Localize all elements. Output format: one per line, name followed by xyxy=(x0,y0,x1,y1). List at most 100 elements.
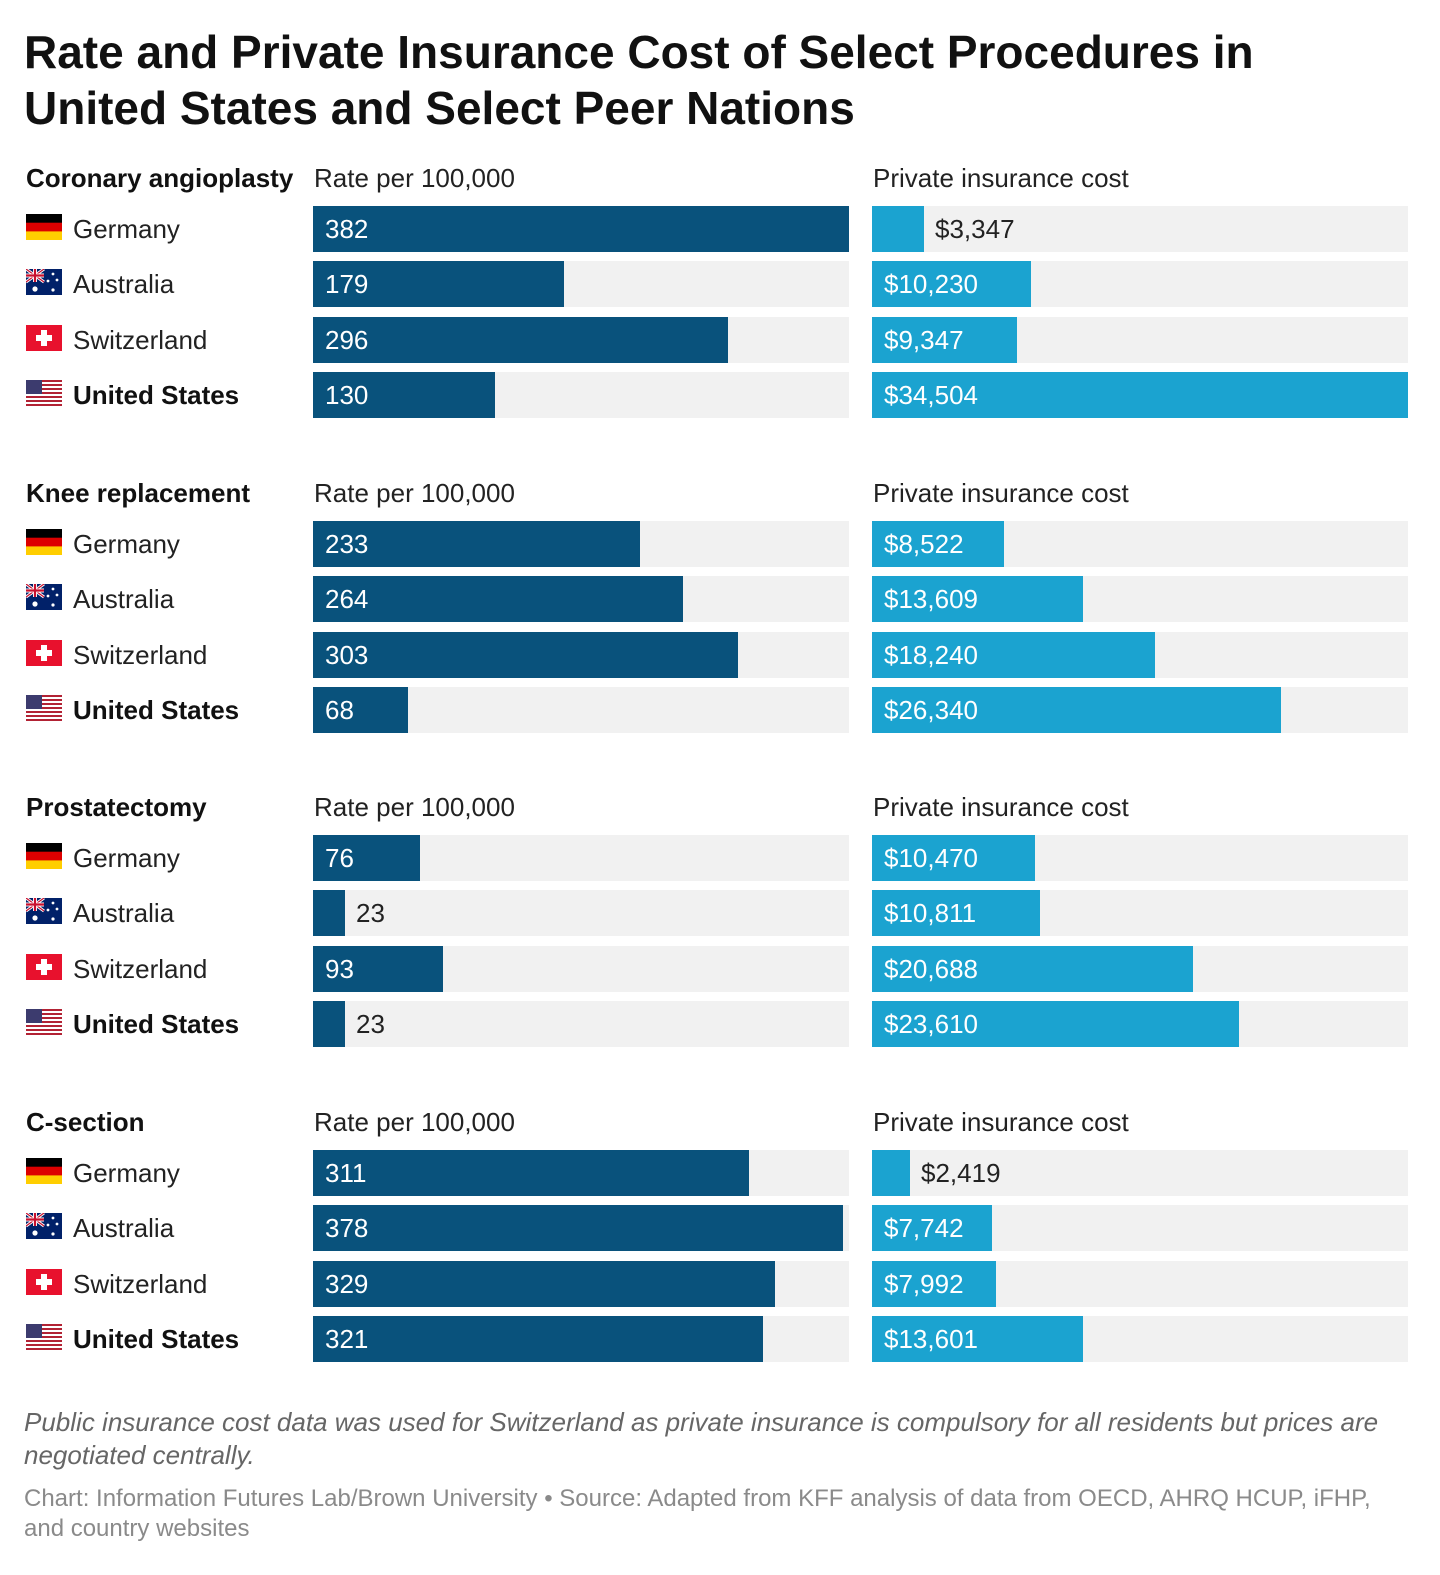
cost-bar xyxy=(872,576,1083,622)
switzerland-flag-icon xyxy=(26,954,62,980)
cost-value-label: $10,811 xyxy=(884,898,977,928)
cost-bar xyxy=(872,1001,1239,1047)
country-label: Australia xyxy=(73,584,175,614)
country-label: Australia xyxy=(73,898,175,928)
rate-value-label: 68 xyxy=(325,695,354,725)
cost-bar xyxy=(872,946,1193,992)
cost-column-header: Private insurance cost xyxy=(873,792,1129,822)
cost-bar xyxy=(872,632,1155,678)
rate-value-label: 233 xyxy=(325,529,369,559)
rate-value-label: 382 xyxy=(325,214,369,244)
rate-value-label: 329 xyxy=(325,1269,369,1299)
usa-flag-icon xyxy=(26,380,62,406)
rate-value-label: 311 xyxy=(325,1158,367,1188)
rate-column-header: Rate per 100,000 xyxy=(314,1107,515,1137)
country-label: Germany xyxy=(73,843,180,873)
country-label: Germany xyxy=(73,529,180,559)
cost-value-label: $10,230 xyxy=(884,269,978,299)
rate-bar xyxy=(313,576,683,622)
germany-flag-icon xyxy=(26,843,62,869)
rate-bar xyxy=(313,890,345,936)
cost-value-label: $18,240 xyxy=(884,640,978,670)
cost-value-label: $8,522 xyxy=(884,529,964,559)
country-label: Germany xyxy=(73,214,180,244)
cost-bar-track xyxy=(872,206,1408,252)
country-label: United States xyxy=(73,1324,240,1354)
country-label: Switzerland xyxy=(73,1269,208,1299)
germany-flag-icon xyxy=(26,529,62,555)
cost-bar-track xyxy=(872,1150,1408,1196)
rate-value-label: 130 xyxy=(325,380,369,410)
australia-flag-icon xyxy=(26,269,62,295)
section-title: C-section xyxy=(26,1107,145,1137)
section-title: Coronary angioplasty xyxy=(26,163,294,193)
australia-flag-icon xyxy=(26,584,62,610)
cost-value-label: $23,610 xyxy=(884,1009,978,1039)
germany-flag-icon xyxy=(26,214,62,240)
rate-value-label: 264 xyxy=(325,584,369,614)
cost-bar xyxy=(872,1316,1083,1362)
rate-bar xyxy=(313,372,495,418)
cost-value-label: $26,340 xyxy=(884,695,978,725)
country-label: Switzerland xyxy=(73,954,208,984)
cost-bar xyxy=(872,1205,992,1251)
rate-value-label: 378 xyxy=(325,1213,369,1243)
cost-value-label: $7,742 xyxy=(884,1213,964,1243)
rate-value-label: 93 xyxy=(325,954,354,984)
cost-bar xyxy=(872,521,1004,567)
switzerland-flag-icon xyxy=(26,640,62,666)
cost-bar xyxy=(872,835,1035,881)
source-credit: Chart: Information Futures Lab/Brown Uni… xyxy=(24,1485,1371,1542)
section-title: Knee replacement xyxy=(26,478,250,508)
rate-bar xyxy=(313,521,640,567)
australia-flag-icon xyxy=(26,898,62,924)
rate-value-label: 23 xyxy=(356,1009,385,1039)
rate-bar xyxy=(313,261,564,307)
cost-bar xyxy=(872,317,1017,363)
chart-title: Rate and Private Insurance Cost of Selec… xyxy=(24,26,1254,134)
cost-bar xyxy=(872,687,1281,733)
cost-bar xyxy=(872,206,924,252)
cost-column-header: Private insurance cost xyxy=(873,478,1129,508)
rate-bar xyxy=(313,946,443,992)
cost-value-label: $9,347 xyxy=(884,325,964,355)
rate-column-header: Rate per 100,000 xyxy=(314,792,515,822)
rate-column-header: Rate per 100,000 xyxy=(314,478,515,508)
cost-value-label: $3,347 xyxy=(935,214,1015,244)
rate-bar xyxy=(313,835,420,881)
cost-bar xyxy=(872,890,1040,936)
cost-value-label: $34,504 xyxy=(884,380,978,410)
cost-bar xyxy=(872,1261,996,1307)
cost-bar xyxy=(872,372,1408,418)
rate-bar xyxy=(313,206,849,252)
footnote: Public insurance cost data was used for … xyxy=(24,1407,1379,1470)
usa-flag-icon xyxy=(26,1009,62,1035)
cost-column-header: Private insurance cost xyxy=(873,163,1129,193)
rate-value-label: 23 xyxy=(356,898,385,928)
country-label: United States xyxy=(73,380,240,410)
country-label: Germany xyxy=(73,1158,180,1188)
cost-value-label: $20,688 xyxy=(884,954,978,984)
cost-value-label: $7,992 xyxy=(884,1269,964,1299)
cost-value-label: $13,609 xyxy=(884,584,978,614)
switzerland-flag-icon xyxy=(26,325,62,351)
rate-value-label: 179 xyxy=(325,269,369,299)
australia-flag-icon xyxy=(26,1213,62,1239)
cost-value-label: $10,470 xyxy=(884,843,978,873)
germany-flag-icon xyxy=(26,1158,62,1184)
rate-bar xyxy=(313,687,408,733)
rate-bar xyxy=(313,1316,763,1362)
usa-flag-icon xyxy=(26,1324,62,1350)
country-label: Australia xyxy=(73,1213,175,1243)
rate-bar xyxy=(313,317,728,363)
rate-value-label: 76 xyxy=(325,843,354,873)
rate-value-label: 296 xyxy=(325,325,369,355)
country-label: Switzerland xyxy=(73,640,208,670)
section-title: Prostatectomy xyxy=(26,792,207,822)
rate-bar-track xyxy=(313,890,849,936)
country-label: Switzerland xyxy=(73,325,208,355)
rate-value-label: 321 xyxy=(325,1324,369,1354)
rate-bar xyxy=(313,1001,345,1047)
cost-column-header: Private insurance cost xyxy=(873,1107,1129,1137)
cost-bar xyxy=(872,261,1031,307)
